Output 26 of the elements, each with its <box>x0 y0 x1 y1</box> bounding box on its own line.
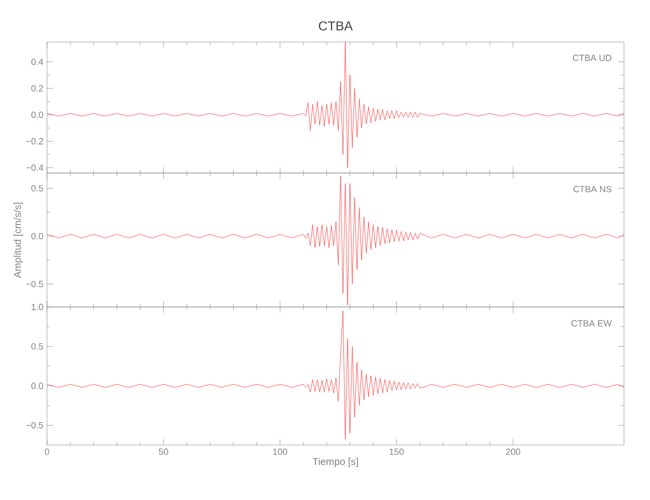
annotation: CTBA EW <box>571 320 612 327</box>
y-tick-label: 0.0 <box>31 232 44 240</box>
y-tick-label: 0.5 <box>31 343 44 350</box>
y-tick-label: 0.4 <box>31 58 44 66</box>
x-tick-label: 150 <box>390 448 404 455</box>
y-tick-label: 0.0 <box>31 112 44 118</box>
x-axis-title: Tiempo [s] <box>312 458 358 467</box>
line-series <box>47 176 624 306</box>
x-tick-label: 0 <box>44 448 50 455</box>
y-tick-label: −0.4 <box>26 164 44 171</box>
y-tick-label: 0.2 <box>31 85 44 92</box>
x-tick-label: 100 <box>273 448 288 455</box>
x-tick-label: 50 <box>158 448 168 455</box>
line-series <box>47 42 624 168</box>
y-axis-title: Amplitud [cm/s/s] <box>14 202 23 278</box>
y-tick-label: 0.0 <box>31 382 44 390</box>
annotation: CTBA UD <box>572 54 612 62</box>
chart-title: CTBA <box>318 21 353 30</box>
x-tick-label: 200 <box>506 448 520 455</box>
y-tick-label: −0.2 <box>26 138 44 144</box>
y-tick-label: 1.0 <box>32 304 44 310</box>
annotation: CTBA NS <box>573 186 612 192</box>
y-tick-label: 0.5 <box>31 185 44 192</box>
y-tick-label: −0.5 <box>26 422 44 428</box>
line-series <box>47 310 624 440</box>
y-tick-label: −0.5 <box>26 280 44 288</box>
